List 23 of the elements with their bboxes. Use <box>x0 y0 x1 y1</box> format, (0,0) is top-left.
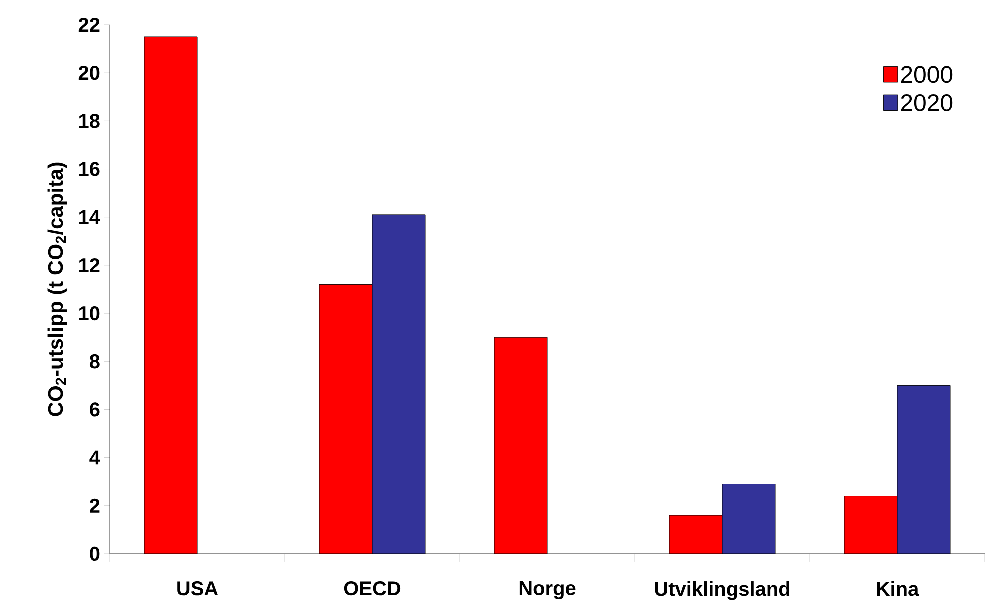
legend-label: 2020 <box>901 94 953 112</box>
y-tick-label: 4 <box>90 450 100 465</box>
x-tick-label: OECD <box>344 582 401 596</box>
legend-label: 2000 <box>901 66 953 84</box>
y-tick-label: 14 <box>79 210 100 224</box>
x-tick-label: Kina <box>877 582 920 596</box>
x-tick-label: USA <box>178 582 218 596</box>
y-tick-label: 16 <box>79 162 100 176</box>
y-tick-label: 20 <box>78 66 100 80</box>
y-tick-label: 12 <box>79 258 100 272</box>
y-tick-label: 0 <box>90 546 100 562</box>
x-tick-label: Norge <box>520 582 576 600</box>
y-tick-label: 6 <box>90 402 100 417</box>
y-axis-title: CO$_{2}$-utslipp (t CO$_{2}$/capita) <box>48 162 68 416</box>
y-tick-label: 18 <box>79 114 100 128</box>
bar <box>897 385 951 554</box>
y-tick-label: 8 <box>90 354 100 369</box>
bar <box>372 214 426 554</box>
x-tick-label: Utviklingsland <box>655 582 790 600</box>
bar <box>722 484 776 554</box>
y-tick-label: 2 <box>90 498 100 513</box>
y-tick-label: 22 <box>78 18 100 32</box>
y-tick-label: 10 <box>79 306 100 321</box>
